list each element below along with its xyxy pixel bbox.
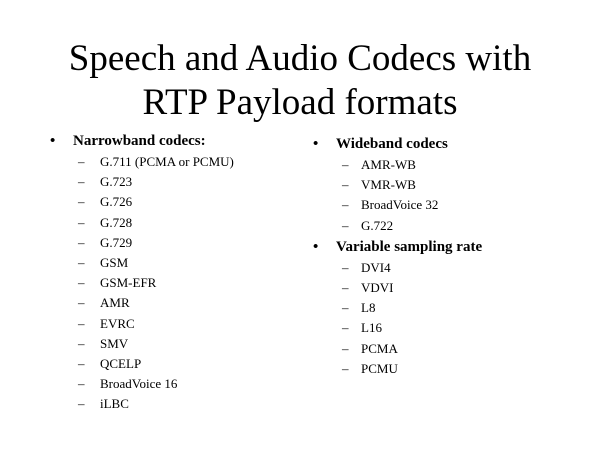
item-text: G.711 (PCMA or PCMU)	[100, 154, 234, 169]
item-text: EVRC	[100, 315, 135, 331]
title-line-1: Speech and Audio Codecs with	[68, 38, 532, 79]
item-text: AMR	[100, 295, 130, 311]
item-text: L8	[361, 300, 376, 316]
dash-icon: –	[78, 214, 85, 230]
dash-icon: –	[78, 295, 85, 311]
list-item: – L16	[313, 318, 593, 338]
list-item: – PCMA	[313, 339, 593, 359]
dash-icon: –	[78, 275, 85, 291]
dash-icon: –	[342, 279, 349, 295]
item-text: QCELP	[100, 355, 142, 371]
bullet-icon: •	[313, 136, 319, 152]
dash-icon: –	[78, 174, 85, 190]
bullet-heading: • Variable sampling rate	[313, 236, 593, 258]
heading-text: Wideband codecs	[336, 136, 448, 152]
list-item: – QCELP	[50, 354, 310, 374]
list-item: – G.729	[50, 233, 310, 253]
list-item: – GSM	[50, 253, 310, 273]
dash-icon: –	[342, 259, 349, 275]
dash-icon: –	[342, 217, 349, 233]
list-item: – L8	[313, 298, 593, 318]
item-text: SMV	[100, 335, 129, 351]
item-text: G.726	[100, 194, 133, 210]
dash-icon: –	[78, 254, 85, 270]
dash-icon: –	[342, 157, 349, 172]
dash-icon: –	[78, 355, 85, 371]
dash-icon: –	[342, 197, 349, 213]
list-item: – G.711 (PCMA or PCMU)	[50, 152, 310, 172]
bullet-icon: •	[50, 133, 56, 149]
dash-icon: –	[78, 376, 85, 392]
list-item: – G.726	[50, 192, 310, 212]
dash-icon: –	[78, 315, 85, 331]
item-text: G.723	[100, 174, 133, 190]
item-text: DVI4	[361, 259, 391, 275]
bullet-icon: •	[313, 238, 319, 255]
title-line-2: RTP Payload formats	[142, 82, 458, 123]
item-text: VDVI	[361, 279, 394, 295]
list-item: – VDVI	[313, 278, 593, 298]
list-item: – VMR-WB	[313, 175, 593, 195]
list-item: – AMR-WB	[313, 155, 593, 175]
list-item: – BroadVoice 32	[313, 195, 593, 215]
heading-text: Variable sampling rate	[336, 238, 483, 255]
dash-icon: –	[78, 154, 85, 169]
narrowband-column: • Narrowband codecs: – G.711 (PCMA or PCMU)…	[50, 130, 310, 414]
dash-icon: –	[342, 360, 349, 376]
item-text: L16	[361, 320, 382, 336]
dash-icon: –	[342, 177, 349, 193]
item-text: G.728	[100, 214, 133, 230]
heading-text: Narrowband codecs:	[73, 133, 206, 149]
item-text: G.722	[361, 217, 394, 233]
item-text: AMR-WB	[361, 157, 416, 172]
item-text: VMR-WB	[361, 177, 416, 193]
list-item: – G.722	[313, 216, 593, 236]
dash-icon: –	[342, 320, 349, 336]
wideband-column: • Wideband codecs – AMR-WB – VMR-WB – BroadVoic…	[313, 133, 593, 379]
list-item: – DVI4	[313, 258, 593, 278]
dash-icon: –	[342, 340, 349, 356]
slide-title: Speech and Audio Codecs with RTP Payload…	[0, 37, 600, 125]
list-item: – GSM-EFR	[50, 273, 310, 293]
item-text: BroadVoice 32	[361, 197, 439, 213]
item-text: PCMU	[361, 360, 398, 376]
dash-icon: –	[78, 234, 85, 250]
list-item: – PCMU	[313, 359, 593, 379]
item-text: GSM-EFR	[100, 275, 157, 291]
list-item: – iLBC	[50, 394, 310, 414]
bullet-heading: • Wideband codecs	[313, 133, 593, 155]
dash-icon: –	[78, 335, 85, 351]
list-item: – G.723	[50, 172, 310, 192]
dash-icon: –	[78, 396, 85, 412]
item-text: GSM	[100, 254, 129, 270]
item-text: iLBC	[100, 396, 129, 412]
list-item: – EVRC	[50, 314, 310, 334]
list-item: – AMR	[50, 293, 310, 313]
dash-icon: –	[342, 300, 349, 316]
bullet-heading: • Narrowband codecs:	[50, 130, 310, 152]
item-text: G.729	[100, 234, 133, 250]
list-item: – SMV	[50, 334, 310, 354]
list-item: – BroadVoice 16	[50, 374, 310, 394]
dash-icon: –	[78, 194, 85, 210]
list-item: – G.728	[50, 213, 310, 233]
item-text: PCMA	[361, 340, 398, 356]
item-text: BroadVoice 16	[100, 376, 178, 392]
